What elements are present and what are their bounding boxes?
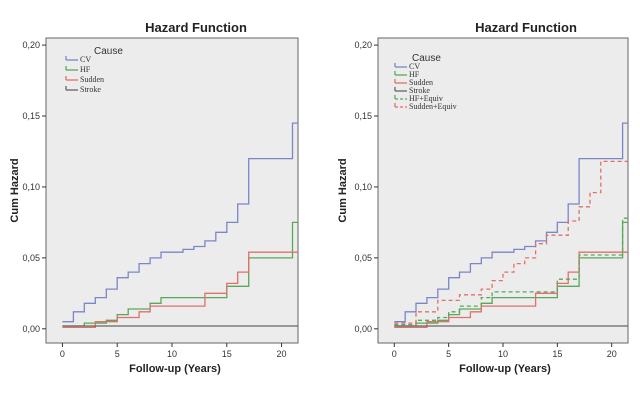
x-tick-label: 10 xyxy=(498,349,508,359)
legend-title: Cause xyxy=(412,53,441,64)
x-tick-label: 10 xyxy=(167,349,177,359)
chart-title: Hazard Function xyxy=(145,20,247,35)
legend-label: Stroke xyxy=(80,85,101,94)
legend-label: CV xyxy=(409,62,420,71)
y-tick-label: 0,15 xyxy=(22,111,40,121)
series-line-sudden xyxy=(394,251,628,329)
legend-label: CV xyxy=(80,55,91,64)
series-line-cv xyxy=(394,122,628,323)
legend-label: Sudden xyxy=(80,75,104,84)
series-line-hf-equiv xyxy=(394,217,628,326)
y-axis-label: Cum Hazard xyxy=(9,158,21,222)
series-line-sudden xyxy=(62,251,298,329)
legend-title: Cause xyxy=(94,46,123,57)
hazard-chart-right: Hazard Function 0,00 0,05 0,10 0,15 0,20 0 5 10 1… xyxy=(337,20,629,375)
x-tick-label: 15 xyxy=(222,349,232,359)
legend-label: HF+Equiv xyxy=(409,94,443,103)
legend-label: Sudden+Equiv xyxy=(409,102,457,111)
x-tick-label: 20 xyxy=(607,349,617,359)
x-tick-label: 0 xyxy=(60,349,65,359)
series-group xyxy=(394,122,628,329)
legend-label: HF xyxy=(80,65,91,74)
series-line-sudden-equiv xyxy=(394,160,628,324)
x-axis-label: Follow-up (Years) xyxy=(129,363,221,375)
y-tick-label: 0,20 xyxy=(354,40,372,50)
legend-label: Sudden xyxy=(409,78,433,87)
series-line-cv xyxy=(62,122,298,323)
x-tick-label: 0 xyxy=(392,349,397,359)
y-tick-label: 0,00 xyxy=(22,324,40,334)
chart-title: Hazard Function xyxy=(475,20,577,35)
y-tick-label: 0,00 xyxy=(354,324,372,334)
hazard-chart-left: Hazard Function 0,00 0,05 0,10 0,15 0,20 0 5 10 1… xyxy=(9,20,299,375)
series-group xyxy=(62,122,298,329)
y-tick-label: 0,05 xyxy=(22,253,40,263)
legend-label: HF xyxy=(409,70,420,79)
x-tick-label: 5 xyxy=(446,349,451,359)
x-tick-label: 20 xyxy=(277,349,287,359)
x-tick-label: 5 xyxy=(115,349,120,359)
y-tick-label: 0,10 xyxy=(22,182,40,192)
y-axis-label: Cum Hazard xyxy=(337,158,349,222)
plot-area xyxy=(45,37,299,344)
legend: CauseCVHFSuddenStrokeHF+EquivSudden+Equi… xyxy=(394,53,457,111)
x-axis-label: Follow-up (Years) xyxy=(459,363,551,375)
legend-label: Stroke xyxy=(409,86,430,95)
x-tick-label: 15 xyxy=(552,349,562,359)
y-tick-label: 0,15 xyxy=(354,111,372,121)
y-tick-label: 0,05 xyxy=(354,253,372,263)
y-tick-label: 0,10 xyxy=(354,182,372,192)
y-tick-label: 0,20 xyxy=(22,40,40,50)
